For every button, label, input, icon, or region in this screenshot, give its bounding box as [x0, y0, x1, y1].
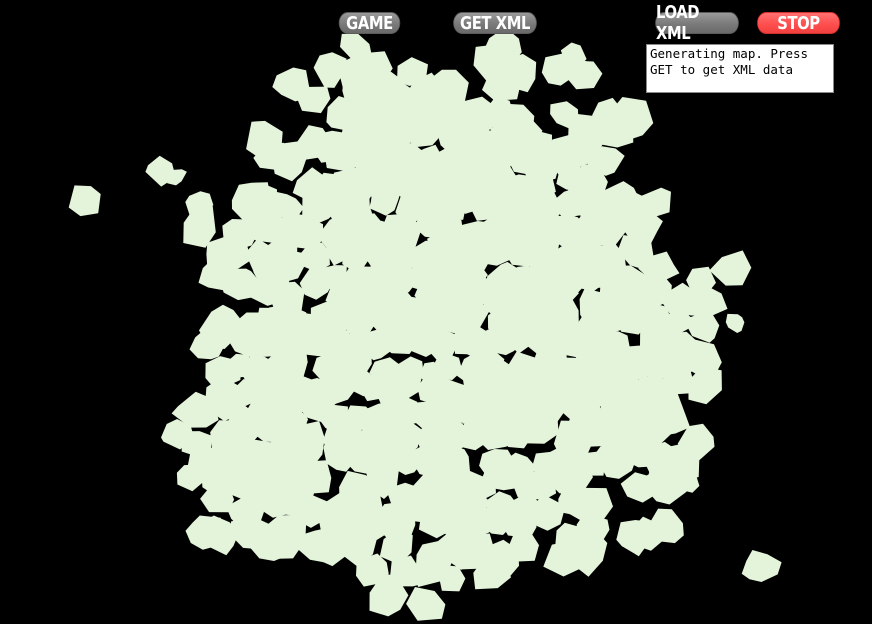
land-cell	[183, 206, 216, 248]
land-cells	[69, 27, 782, 620]
status-message-box: Generating map. Press GET to get XML dat…	[646, 44, 834, 93]
land-cell	[688, 367, 722, 404]
land-cell	[726, 314, 745, 333]
stop-button[interactable]: STOP	[757, 12, 840, 34]
land-cell	[742, 550, 782, 582]
load-xml-button[interactable]: LOAD XML	[655, 12, 739, 34]
game-button[interactable]: GAME	[339, 12, 401, 34]
land-cell	[167, 169, 187, 185]
land-cell	[406, 587, 445, 621]
land-cell	[505, 533, 539, 561]
land-cell	[709, 250, 751, 285]
land-cell	[297, 87, 331, 114]
get-xml-button[interactable]: GET XML	[453, 12, 537, 34]
land-cell	[69, 185, 101, 216]
